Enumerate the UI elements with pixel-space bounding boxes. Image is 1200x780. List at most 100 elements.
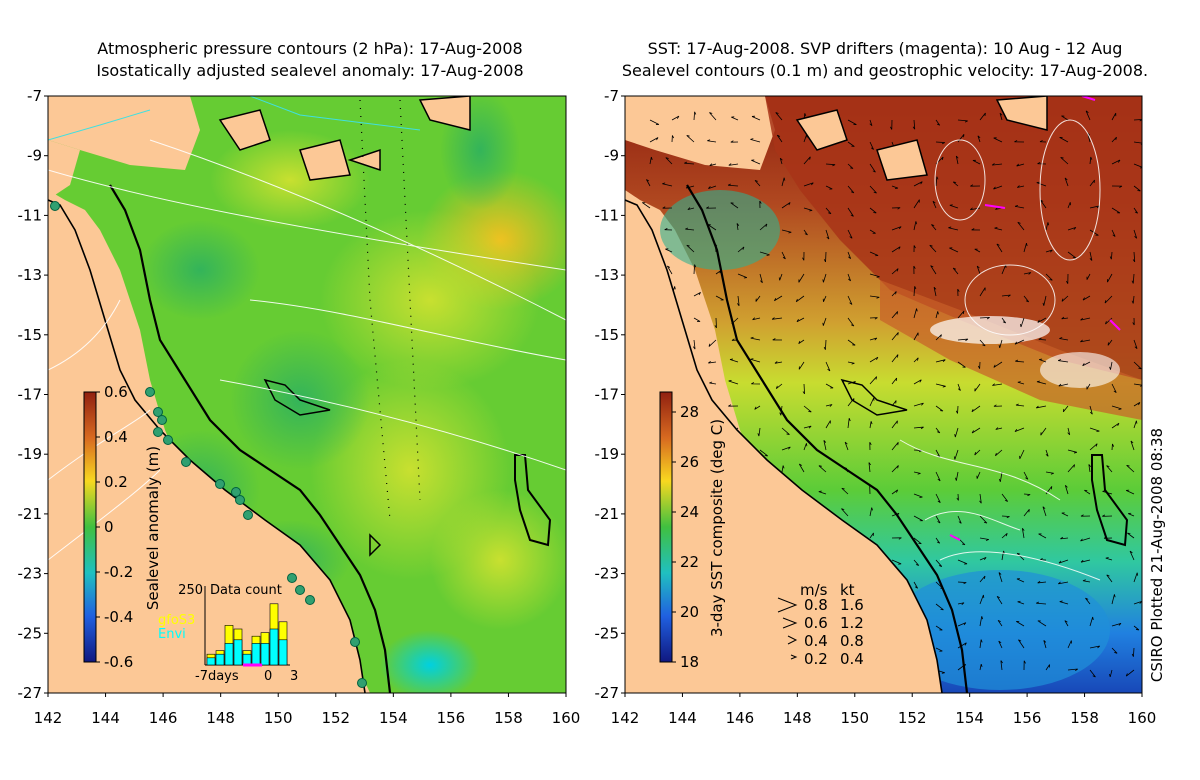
velocity-arrow [1036,380,1047,385]
velocity-arrow [891,246,901,253]
velocity-arrow [715,295,724,301]
velocity-arrow [1127,532,1135,539]
velocity-arrow [1088,464,1091,473]
velocity-arrow [1089,156,1093,165]
velocity-arrow [1064,484,1069,495]
velocity-arrow [957,515,962,524]
left-ytick: -27 [18,684,43,702]
velocity-arrow [1133,207,1139,214]
velocity-arrow [977,135,981,143]
velocity-arrow [935,471,941,482]
velocity-arrow [869,295,880,299]
inset-title: Data count [210,583,282,598]
velocity-arrow [998,471,1003,482]
right-colorbar [659,391,673,663]
velocity-arrow [1014,140,1025,143]
velocity-arrow [1018,639,1025,649]
velocity-arrow [1104,295,1113,304]
velocity-arrow [693,317,701,322]
velocity-arrow [822,317,827,326]
velocity-arrow [693,264,697,275]
velocity-arrow [692,339,696,350]
velocity-arrow [979,112,986,121]
velocity-arrow [891,311,899,319]
velocity-arrow [671,135,675,143]
velocity-arrow [1130,440,1135,451]
right-xtick: 150 [840,709,869,727]
velocity-arrow [1102,514,1113,517]
right-title-line2: Sealevel contours (0.1 m) and geostrophi… [621,61,1149,80]
left-title-line2: Isostatically adjusted sealevel anomaly:… [96,61,524,80]
data-count-inset: 250 Data count gfoS3 Envi -7days 0 3 [158,583,298,684]
right-ytick: -7 [604,87,619,105]
velocity-arrow [728,380,739,385]
velocity-arrow [1016,552,1025,561]
velocity-arrow [642,202,651,209]
left-cbtick: 0 [104,518,114,536]
velocity-arrow [979,316,990,320]
velocity-arrow [869,507,873,517]
velocity-arrow [913,379,922,385]
velocity-arrow [1045,249,1053,253]
velocity-arrow [979,616,984,627]
velocity-arrow [823,339,827,350]
left-map [48,96,566,693]
velocity-arrow [913,581,919,589]
velocity-arrow [933,286,937,297]
velocity-arrow [759,200,762,209]
left-cbtick: -0.2 [104,563,133,581]
velocity-arrow [957,642,967,649]
tide-gauge-markers [50,201,367,688]
velocity-arrow [1045,486,1053,495]
velocity-arrow [913,402,924,407]
left-ytick: -11 [18,206,43,224]
velocity-arrow [1001,317,1007,324]
velocity-arrow [957,361,966,368]
right-xtick: 160 [1128,709,1157,727]
velocity-arrow [737,246,745,253]
velocity-arrow [818,465,827,473]
inset-bar-envi [224,643,234,666]
velocity-arrow [957,134,965,143]
velocity-arrow [869,141,874,150]
velocity-arrow [1111,622,1122,627]
velocity-arrow [847,295,853,305]
velocity-arrow [772,338,783,341]
velocity-arrow [1057,581,1069,585]
velocity-arrow [798,463,805,473]
velocity-arrow [891,332,899,341]
velocity-arrow [1000,660,1003,671]
velocity-arrow [693,291,701,297]
velocity-arrow [693,111,697,121]
vel-row-1-kt: 1.2 [840,614,864,632]
velocity-arrow [974,248,981,253]
left-ytick: -15 [18,326,43,344]
velocity-arrow [935,515,941,524]
velocity-arrow [781,229,792,234]
velocity-arrow [932,200,937,209]
left-xtick: 148 [206,709,235,727]
velocity-arrow [935,647,943,652]
velocity-arrow [891,465,899,473]
velocity-arrow [1089,251,1093,261]
velocity-arrow [979,663,983,671]
velocity-arrow [825,185,833,190]
velocity-arrow [714,317,717,329]
velocity-arrow [1017,600,1025,605]
velocity-arrow [1045,273,1053,281]
velocity-arrow [869,337,878,341]
velocity-arrow [1058,359,1069,363]
velocity-arrow [935,359,946,363]
velocity-arrow [971,405,981,413]
velocity-arrow [913,199,920,209]
velocity-arrow [972,159,981,165]
velocity-arrow [1109,361,1113,370]
velocity-arrow [935,493,941,504]
velocity-arrow [1017,381,1025,385]
velocity-legend: m/s kt 0.8 1.6 0.6 1.2 0.4 0.8 0.2 0.4 [777,581,864,668]
left-ytick: -13 [18,266,43,284]
velocity-arrow [1111,594,1116,605]
velocity-arrow [844,441,849,451]
velocity-arrow [664,228,673,231]
right-xtick: 154 [955,709,984,727]
